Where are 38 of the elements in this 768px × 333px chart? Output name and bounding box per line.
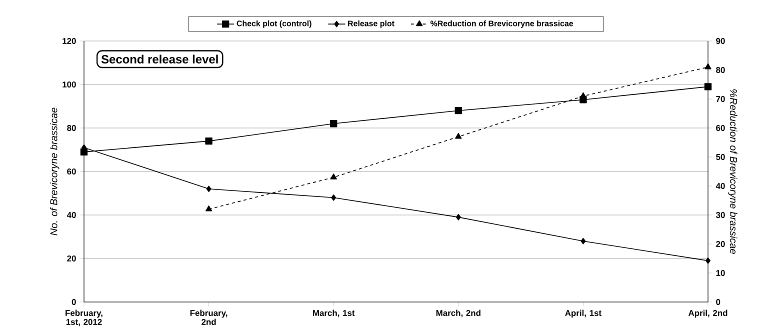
- point: [455, 132, 462, 139]
- x-tick-label: April, 2nd: [688, 310, 728, 318]
- point: [205, 205, 212, 212]
- point: [456, 214, 461, 220]
- point: [330, 174, 337, 180]
- point: [580, 238, 586, 244]
- annotation: Second release level: [101, 54, 218, 64]
- y2-tick-label: 20: [716, 241, 725, 247]
- y2-tick-label: 70: [716, 96, 725, 102]
- x-tick-label: March, 2nd: [436, 310, 480, 318]
- y-tick-label: 100: [62, 82, 76, 88]
- x-tick-label: March, 1st: [312, 310, 355, 318]
- point: [580, 92, 587, 98]
- y2-tick-label: 0: [716, 299, 720, 305]
- y-axis-title: No. of Brevicoryne brassicae: [50, 108, 60, 236]
- y2-tick-label: 10: [716, 270, 725, 276]
- point: [704, 63, 712, 70]
- point: [205, 137, 212, 145]
- y2-axis-title: %Reduction of Brevicoryne brassicae: [728, 89, 738, 254]
- y-tick-label: 120: [62, 38, 76, 44]
- y-tick-label: 60: [67, 168, 76, 174]
- point: [331, 194, 336, 201]
- y2-tick-label: 40: [716, 183, 725, 189]
- point: [330, 120, 338, 128]
- y2-tick-label: 60: [716, 125, 725, 131]
- y2-tick-label: 30: [716, 212, 725, 218]
- y2-tick-label: 50: [716, 154, 725, 160]
- y2-tick-label: 80: [716, 67, 725, 73]
- y2-tick-label: 90: [716, 38, 725, 44]
- x-tick-label: April, 1st: [565, 310, 602, 318]
- y-tick-label: 20: [67, 256, 76, 262]
- point: [206, 186, 212, 192]
- x-tick-label: February, 1st, 2012: [66, 310, 102, 326]
- x-tick-label: February, 2nd: [190, 310, 228, 325]
- y-tick-label: 0: [72, 299, 76, 305]
- y-tick-label: 40: [66, 212, 76, 218]
- y-tick-label: 80: [67, 125, 76, 131]
- point: [454, 107, 462, 114]
